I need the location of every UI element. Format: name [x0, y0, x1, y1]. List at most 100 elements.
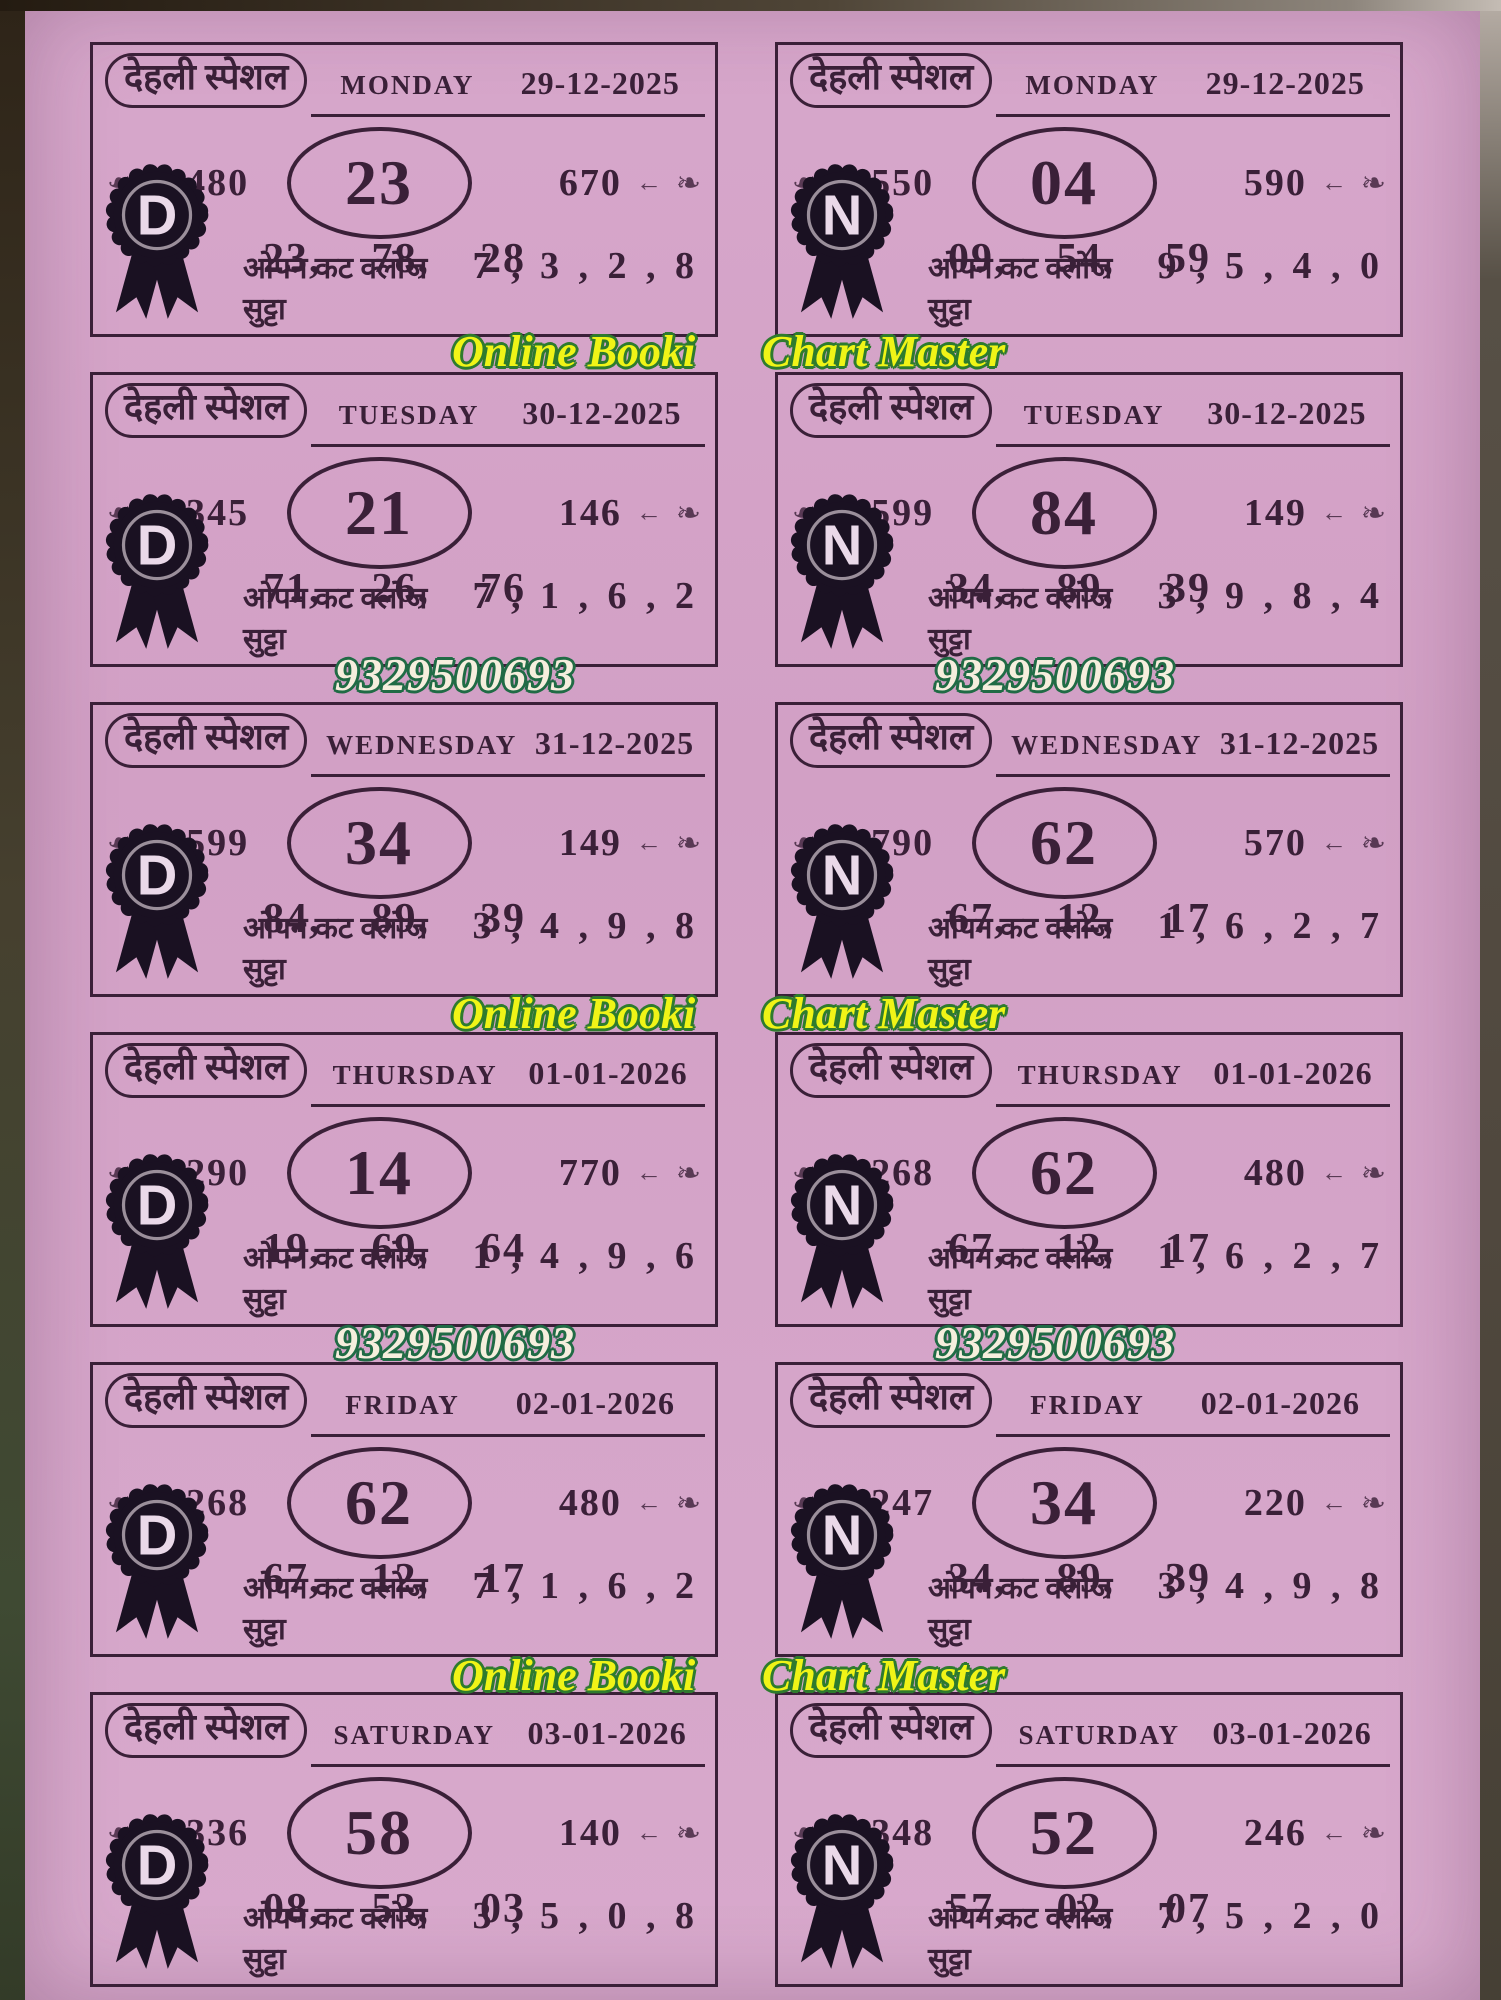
card-header-right: MONDAY 29-12-2025: [311, 53, 705, 117]
right-number: 149: [1243, 492, 1307, 534]
watermark-online-booki: Online Booki: [452, 327, 696, 376]
sutta-label: ओपन कट क्लोज सुट्टा: [928, 1572, 1113, 1646]
leaf-icon: ❧: [675, 826, 701, 860]
result-card: देहली स्पेशल THURSDAY 01-01-2026 ❧ → 268…: [775, 1032, 1403, 1327]
badge-letter: N: [822, 514, 863, 577]
card-header-right: TUESDAY 30-12-2025: [996, 383, 1390, 447]
photo-edge-left: [0, 0, 25, 2000]
sutta-label: ओपन कट क्लोज सुट्टा: [243, 1902, 428, 1976]
arrow-left-icon: ←: [635, 1158, 662, 1187]
date-label: 31-12-2025: [534, 725, 695, 761]
sutta-row: ओपन कट क्लोज सुट्टा 1 , 6 , 2 , 7: [928, 904, 1384, 988]
leaf-icon: ❧: [675, 1486, 701, 1520]
result-card: देहली स्पेशल FRIDAY 02-01-2026 ❧ → 247 3…: [775, 1362, 1403, 1657]
right-number: 590: [1243, 162, 1307, 204]
middle-numbers: 67, 12, 17: [263, 1556, 526, 1602]
right-number: 480: [1243, 1152, 1307, 1194]
date-label: 03-01-2026: [1212, 1715, 1372, 1751]
sutta-row: ओपन कट क्लोज सुट्टा 7 , 3 , 2 , 8: [243, 244, 699, 328]
main-number-oval: 34: [286, 787, 472, 899]
card-header: देहली स्पेशल FRIDAY 02-01-2026: [93, 1365, 715, 1437]
card-header-right: FRIDAY 02-01-2026: [996, 1373, 1390, 1437]
arrow-left-icon: ←: [1320, 168, 1347, 197]
badge-letter: N: [822, 844, 863, 907]
leaf-icon: ❧: [1360, 166, 1386, 200]
card-header: देहली स्पेशल THURSDAY 01-01-2026: [93, 1035, 715, 1107]
brand-stamp: देहली स्पेशल: [105, 1703, 308, 1759]
middle-numbers: 71, 26, 76: [263, 566, 526, 612]
main-number-oval: 52: [971, 1777, 1157, 1889]
date-label: 29-12-2025: [1205, 65, 1365, 101]
right-number-group: 480 ← ❧: [1244, 1151, 1386, 1195]
sutta-digits: 7 , 1 , 6 , 2: [472, 575, 699, 617]
card-header-right: FRIDAY 02-01-2026: [311, 1373, 705, 1437]
sutta-digits: 1 , 6 , 2 , 7: [1157, 905, 1384, 947]
leaf-icon: ❧: [675, 496, 701, 530]
sutta-row: ओपन कट क्लोज सुट्टा 7 , 1 , 6 , 2: [243, 574, 699, 658]
card-header: देहली स्पेशल SATURDAY 03-01-2026: [778, 1695, 1400, 1767]
right-number-group: 670 ← ❧: [559, 161, 701, 205]
badge-letter: N: [822, 1504, 863, 1567]
main-number-oval: 84: [971, 457, 1157, 569]
brand-stamp: देहली स्पेशल: [790, 1373, 993, 1429]
badge-letter: N: [822, 1174, 863, 1237]
card-header-right: MONDAY 29-12-2025: [996, 53, 1390, 117]
middle-numbers: 08, 53, 03: [263, 1886, 526, 1932]
card-header: देहली स्पेशल MONDAY 29-12-2025: [93, 45, 715, 117]
right-number-group: 140 ← ❧: [559, 1811, 701, 1855]
right-number: 220: [1243, 1482, 1307, 1524]
main-number-row: ❧ → 550 04 590 ← ❧: [792, 125, 1386, 241]
leaf-icon: ❧: [675, 1156, 701, 1190]
leaf-icon: ❧: [675, 166, 701, 200]
main-number-oval: 23: [286, 127, 472, 239]
sutta-label: ओपन कट क्लोज सुट्टा: [243, 912, 428, 986]
leaf-icon: ❧: [1360, 1816, 1386, 1850]
main-number-oval: 58: [286, 1777, 472, 1889]
middle-numbers: 19, 69, 64: [263, 1226, 526, 1272]
date-label: 01-01-2026: [528, 1055, 688, 1091]
rosette-ribbon-badge: D: [105, 1153, 209, 1309]
rosette-ribbon-badge: N: [790, 823, 894, 979]
main-number-oval: 62: [971, 787, 1157, 899]
sutta-digits: 7 , 5 , 2 , 0: [1157, 1895, 1384, 1937]
result-card: देहली स्पेशल MONDAY 29-12-2025 ❧ → 480 2…: [90, 42, 718, 337]
badge-letter: N: [822, 1834, 863, 1897]
brand-stamp: देहली स्पेशल: [790, 713, 993, 769]
day-label: SATURDAY: [1018, 1720, 1181, 1750]
middle-numbers: 23, 78, 28: [263, 236, 526, 282]
result-card: देहली स्पेशल THURSDAY 01-01-2026 ❧ → 290…: [90, 1032, 718, 1327]
right-number: 140: [558, 1812, 622, 1854]
rosette-ribbon-badge: D: [105, 493, 209, 649]
day-label: MONDAY: [340, 70, 475, 100]
sutta-row: ओपन कट क्लोज सुट्टा 1 , 4 , 9 , 6: [243, 1234, 699, 1318]
day-label: FRIDAY: [345, 1390, 460, 1420]
photo-edge-top: [0, 0, 1501, 11]
arrow-left-icon: ←: [1320, 1488, 1347, 1517]
day-label: FRIDAY: [1030, 1390, 1145, 1420]
card-header-right: WEDNESDAY 31-12-2025: [311, 713, 705, 777]
rosette-ribbon-badge: D: [105, 823, 209, 979]
right-number-group: 149 ← ❧: [559, 821, 701, 865]
photo-edge-right: [1480, 0, 1501, 2000]
arrow-left-icon: ←: [635, 828, 662, 857]
sutta-digits: 7 , 1 , 6 , 2: [472, 1565, 699, 1607]
sutta-digits: 1 , 6 , 2 , 7: [1157, 1235, 1384, 1277]
rosette-ribbon-badge: N: [790, 1813, 894, 1969]
date-label: 01-01-2026: [1213, 1055, 1373, 1091]
brand-stamp: देहली स्पेशल: [790, 383, 993, 439]
result-card: देहली स्पेशल TUESDAY 30-12-2025 ❧ → 599 …: [775, 372, 1403, 667]
watermark-chart-master: Chart Master: [762, 327, 1006, 376]
sutta-label: ओपन कट क्लोज सुट्टा: [243, 1242, 428, 1316]
sutta-label: ओपन कट क्लोज सुट्टा: [928, 1242, 1113, 1316]
middle-numbers: 67, 12, 17: [948, 1226, 1211, 1272]
right-number: 670: [558, 162, 622, 204]
watermark-phone-number: 9329500693: [935, 1317, 1175, 1368]
sutta-digits: 3 , 4 , 9 , 8: [472, 905, 699, 947]
result-card: देहली स्पेशल WEDNESDAY 31-12-2025 ❧ → 79…: [775, 702, 1403, 997]
arrow-left-icon: ←: [635, 1818, 662, 1847]
badge-letter: D: [137, 844, 178, 907]
arrow-left-icon: ←: [635, 498, 662, 527]
right-number: 149: [558, 822, 622, 864]
card-header: देहली स्पेशल WEDNESDAY 31-12-2025: [778, 705, 1400, 777]
watermark-chart-master: Chart Master: [762, 989, 1006, 1038]
